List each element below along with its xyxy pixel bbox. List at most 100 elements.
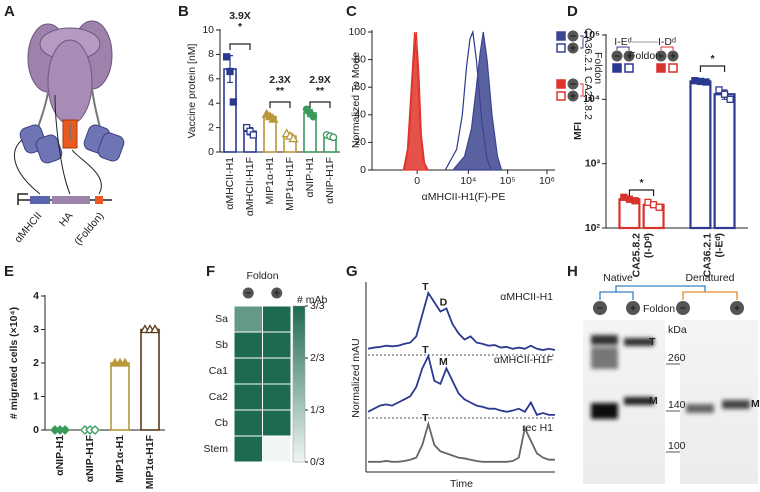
- band-label: M: [649, 395, 658, 407]
- data-point: [226, 67, 234, 76]
- heatmap-title: Foldon: [246, 270, 278, 282]
- trace-label: αMHCII-H1: [500, 291, 553, 303]
- legend-swatch: [656, 63, 666, 73]
- peak-label: M: [439, 356, 448, 368]
- x-tick-label: αNIP-H1: [54, 435, 66, 476]
- significance: **: [276, 85, 285, 97]
- legend-bracket: [660, 46, 674, 50]
- sign-circle: [271, 287, 283, 299]
- legend-swatch: [556, 31, 566, 41]
- gel-bands: [591, 335, 750, 419]
- y-axis-label: Vaccine protein [nM]: [186, 43, 198, 138]
- significance: **: [316, 85, 325, 97]
- y-tick-label: 0: [33, 424, 39, 436]
- histogram: [451, 31, 503, 171]
- fold-change: 3.9X: [229, 10, 251, 22]
- peak-label: T: [422, 344, 429, 356]
- panel-label: B: [178, 3, 189, 20]
- data-point: [119, 357, 131, 367]
- heatmap-cell: [262, 435, 292, 463]
- promoter: [17, 193, 28, 205]
- bar: [140, 328, 160, 431]
- sign-circle: [567, 90, 579, 102]
- row-label: Sb: [215, 339, 228, 351]
- foldon-sign: −: [614, 50, 620, 62]
- data-point: [229, 98, 238, 106]
- panel-label: H: [567, 263, 578, 280]
- significance: *: [710, 53, 715, 65]
- significance-bracket: [229, 43, 251, 50]
- sign-circle: [667, 50, 679, 62]
- x-tick-sublabel: (I-Eᵈ): [713, 233, 725, 258]
- peak-label: T: [422, 412, 429, 424]
- x-tick-label: 10⁶: [539, 175, 555, 187]
- mw-marker: 140: [668, 399, 686, 411]
- data-point: [149, 324, 161, 334]
- panel-label: A: [4, 3, 15, 20]
- data-point: [60, 425, 70, 435]
- sign-circle: [567, 42, 579, 54]
- y-tick-label: 10⁴: [583, 93, 600, 105]
- heatmap-cell: [262, 305, 292, 333]
- heatmap-cell: [233, 331, 263, 359]
- colorbar-tick-label: 3/3: [310, 300, 325, 312]
- foldon-sign: +: [274, 287, 280, 299]
- panel-label: D: [567, 3, 578, 20]
- y-axis-label: MFI: [572, 122, 584, 140]
- sign-circle: [626, 301, 640, 315]
- y-tick-label: 10²: [585, 222, 601, 234]
- y-tick-label: 4: [33, 290, 39, 302]
- y-tick-label: 4: [208, 97, 214, 109]
- panel-label: F: [206, 263, 215, 280]
- data-point: [715, 86, 723, 94]
- ha-head: [47, 39, 93, 125]
- y-axis-label: # migrated cells (×10⁴): [8, 307, 20, 419]
- mw-tick: [666, 363, 680, 453]
- gene-segment: [30, 196, 50, 204]
- y-tick-label: 8: [208, 48, 214, 60]
- unit-label: kDa: [668, 324, 687, 336]
- panel-label: G: [346, 263, 358, 280]
- sign-circle: [567, 30, 579, 42]
- foldon-sign: −: [570, 30, 576, 42]
- x-tick-label: 10⁴: [460, 175, 476, 187]
- sign-circle: [676, 301, 690, 315]
- data-point: [329, 133, 338, 142]
- legend-swatch: [624, 63, 634, 73]
- y-tick-label: 3: [33, 323, 39, 335]
- sign-circle: [611, 50, 623, 62]
- row-label: Ca1: [209, 365, 228, 377]
- y-tick-label: 40: [354, 109, 366, 121]
- significance: *: [238, 21, 243, 33]
- foldon-sign: −: [658, 50, 664, 62]
- trace-label: rec H1: [522, 422, 553, 434]
- heatmap-cell: [233, 383, 263, 411]
- fold-change: 2.9X: [309, 74, 331, 86]
- legend-label: CA36.2.1: [582, 28, 594, 72]
- significance-bracket: [628, 189, 655, 196]
- colorbar-title: # mAb: [297, 294, 328, 306]
- x-tick-label: αNIP-H1F: [324, 157, 336, 204]
- x-tick-label: 0: [414, 175, 420, 187]
- gene-label: (Foldon): [72, 210, 106, 248]
- row-label: Sa: [215, 313, 228, 325]
- y-tick-label: 0: [208, 146, 214, 158]
- scfv: [19, 124, 125, 164]
- colorbar: [292, 305, 306, 463]
- colorbar-tick-label: 0/3: [310, 456, 325, 468]
- foldon-sign: −: [570, 78, 576, 90]
- data-point: [249, 131, 258, 139]
- y-axis-label: Normalized mAU: [350, 338, 362, 417]
- histogram: [404, 31, 429, 171]
- data-point: [720, 90, 729, 98]
- x-tick-label: 10⁵: [500, 175, 516, 187]
- chromatogram: [367, 290, 556, 351]
- y-tick-label: 6: [208, 73, 214, 85]
- sign-circle: [593, 301, 607, 315]
- bar: [713, 93, 736, 230]
- legend-bracket: [580, 83, 584, 97]
- foldon-sign: +: [734, 302, 740, 314]
- y-tick-label: 10⁵: [583, 29, 600, 41]
- panel-label: E: [4, 263, 14, 280]
